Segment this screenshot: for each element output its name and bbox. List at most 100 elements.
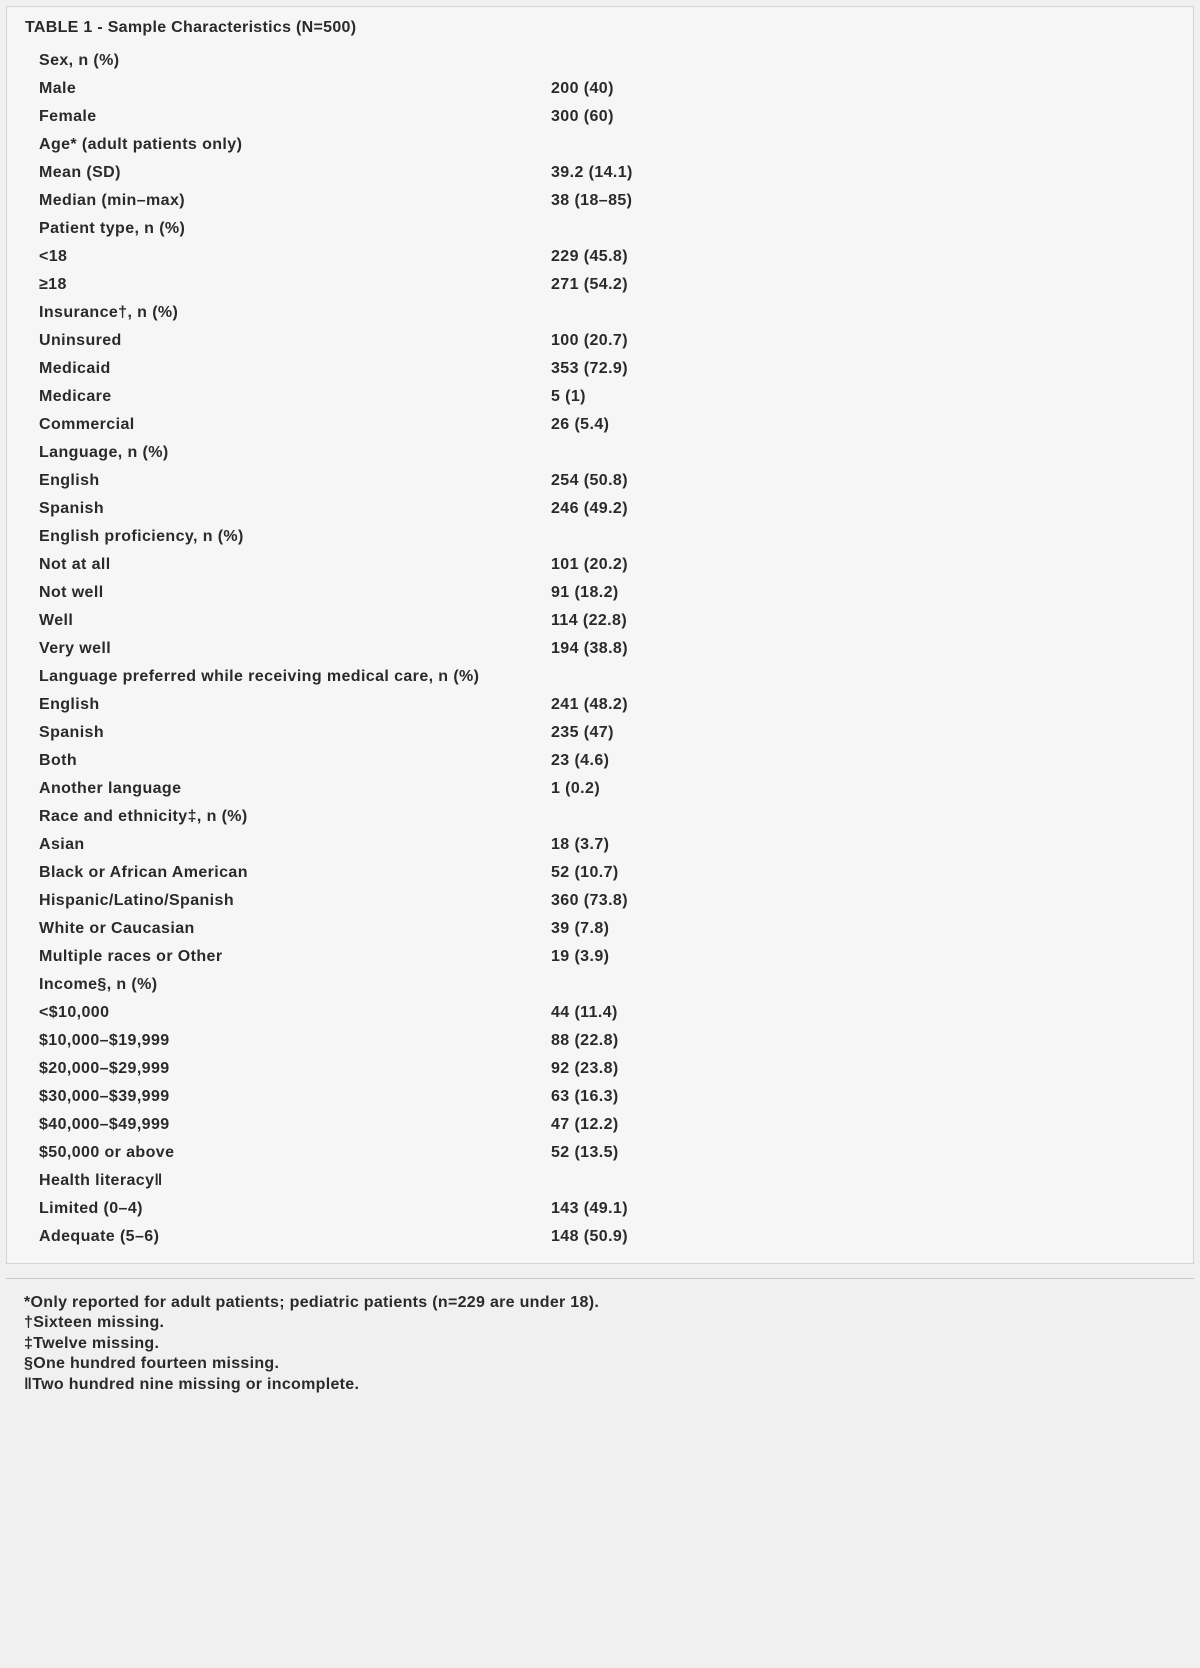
row-value: 26 (5.4) bbox=[551, 416, 1161, 434]
footnote-line: *Only reported for adult patients; pedia… bbox=[24, 1293, 1176, 1313]
row-label: Commercial bbox=[39, 416, 551, 434]
table-row: <18229 (45.8) bbox=[39, 243, 1161, 271]
row-value: 114 (22.8) bbox=[551, 612, 1161, 630]
row-value: 229 (45.8) bbox=[551, 248, 1161, 266]
section-header: Language preferred while receiving medic… bbox=[39, 663, 1161, 691]
row-value: 353 (72.9) bbox=[551, 360, 1161, 378]
row-value: 23 (4.6) bbox=[551, 752, 1161, 770]
row-label: Spanish bbox=[39, 724, 551, 742]
table-row: Hispanic/Latino/Spanish360 (73.8) bbox=[39, 887, 1161, 915]
row-value: 1 (0.2) bbox=[551, 780, 1161, 798]
row-label: Limited (0–4) bbox=[39, 1200, 551, 1218]
row-value: 246 (49.2) bbox=[551, 500, 1161, 518]
section-header: Sex, n (%) bbox=[39, 47, 1161, 75]
section-header: Race and ethnicity‡, n (%) bbox=[39, 803, 1161, 831]
table-row: Spanish235 (47) bbox=[39, 719, 1161, 747]
row-value: 92 (23.8) bbox=[551, 1060, 1161, 1078]
table-row: Medicare5 (1) bbox=[39, 383, 1161, 411]
footnote-line: †Sixteen missing. bbox=[24, 1313, 1176, 1333]
row-value: 52 (10.7) bbox=[551, 864, 1161, 882]
row-label: $30,000–$39,999 bbox=[39, 1088, 551, 1106]
table-row: White or Caucasian39 (7.8) bbox=[39, 915, 1161, 943]
row-value: 47 (12.2) bbox=[551, 1116, 1161, 1134]
table-row: Adequate (5–6)148 (50.9) bbox=[39, 1223, 1161, 1251]
row-label: Asian bbox=[39, 836, 551, 854]
table-row: Very well194 (38.8) bbox=[39, 635, 1161, 663]
row-value: 52 (13.5) bbox=[551, 1144, 1161, 1162]
row-label: Multiple races or Other bbox=[39, 948, 551, 966]
table-row: $40,000–$49,99947 (12.2) bbox=[39, 1111, 1161, 1139]
row-label: $10,000–$19,999 bbox=[39, 1032, 551, 1050]
table-row: Limited (0–4)143 (49.1) bbox=[39, 1195, 1161, 1223]
table-row: $50,000 or above52 (13.5) bbox=[39, 1139, 1161, 1167]
table-row: Both23 (4.6) bbox=[39, 747, 1161, 775]
row-label: Adequate (5–6) bbox=[39, 1228, 551, 1246]
row-label: Medicare bbox=[39, 388, 551, 406]
section-header-label: Patient type, n (%) bbox=[39, 220, 1161, 238]
section-header-label: English proficiency, n (%) bbox=[39, 528, 1161, 546]
row-value: 254 (50.8) bbox=[551, 472, 1161, 490]
row-value: 148 (50.9) bbox=[551, 1228, 1161, 1246]
row-label: English bbox=[39, 696, 551, 714]
row-label: Medicaid bbox=[39, 360, 551, 378]
section-header-label: Race and ethnicity‡, n (%) bbox=[39, 808, 1161, 826]
section-header-label: Health literacy‖ bbox=[39, 1172, 1161, 1190]
table-row: $20,000–$29,99992 (23.8) bbox=[39, 1055, 1161, 1083]
section-header: English proficiency, n (%) bbox=[39, 523, 1161, 551]
section-header: Patient type, n (%) bbox=[39, 215, 1161, 243]
row-label: Uninsured bbox=[39, 332, 551, 350]
row-value: 88 (22.8) bbox=[551, 1032, 1161, 1050]
table-title: TABLE 1 - Sample Characteristics (N=500) bbox=[7, 7, 1193, 47]
table-row: Female300 (60) bbox=[39, 103, 1161, 131]
section-header: Insurance†, n (%) bbox=[39, 299, 1161, 327]
row-value: 39 (7.8) bbox=[551, 920, 1161, 938]
row-label: Hispanic/Latino/Spanish bbox=[39, 892, 551, 910]
table-row: Medicaid353 (72.9) bbox=[39, 355, 1161, 383]
row-label: Well bbox=[39, 612, 551, 630]
row-label: English bbox=[39, 472, 551, 490]
table-row: Commercial26 (5.4) bbox=[39, 411, 1161, 439]
table-body: Sex, n (%) Male200 (40)Female300 (60) Age*… bbox=[7, 47, 1193, 1251]
row-label: $50,000 or above bbox=[39, 1144, 551, 1162]
row-value: 63 (16.3) bbox=[551, 1088, 1161, 1106]
row-label: $40,000–$49,999 bbox=[39, 1116, 551, 1134]
footnote-line: §One hundred fourteen missing. bbox=[24, 1354, 1176, 1374]
row-value: 194 (38.8) bbox=[551, 640, 1161, 658]
section-header-label: Language preferred while receiving medic… bbox=[39, 668, 1161, 686]
table-row: Asian18 (3.7) bbox=[39, 831, 1161, 859]
page: TABLE 1 - Sample Characteristics (N=500)… bbox=[0, 6, 1200, 1668]
table-row: Not at all101 (20.2) bbox=[39, 551, 1161, 579]
row-value: 143 (49.1) bbox=[551, 1200, 1161, 1218]
section-header-label: Language, n (%) bbox=[39, 444, 1161, 462]
table-row: Another language1 (0.2) bbox=[39, 775, 1161, 803]
section-header-label: Sex, n (%) bbox=[39, 52, 1161, 70]
table-row: Black or African American52 (10.7) bbox=[39, 859, 1161, 887]
section-header: Income§, n (%) bbox=[39, 971, 1161, 999]
section-header: Language, n (%) bbox=[39, 439, 1161, 467]
row-label: <$10,000 bbox=[39, 1004, 551, 1022]
row-value: 44 (11.4) bbox=[551, 1004, 1161, 1022]
row-value: 241 (48.2) bbox=[551, 696, 1161, 714]
row-label: Spanish bbox=[39, 500, 551, 518]
row-label: Another language bbox=[39, 780, 551, 798]
section-header-label: Income§, n (%) bbox=[39, 976, 1161, 994]
row-label: Black or African American bbox=[39, 864, 551, 882]
row-label: Both bbox=[39, 752, 551, 770]
table-row: ≥18271 (54.2) bbox=[39, 271, 1161, 299]
row-label: Mean (SD) bbox=[39, 164, 551, 182]
row-label: ≥18 bbox=[39, 276, 551, 294]
row-label: Not at all bbox=[39, 556, 551, 574]
row-label: $20,000–$29,999 bbox=[39, 1060, 551, 1078]
section-header-label: Age* (adult patients only) bbox=[39, 136, 1161, 154]
row-value: 91 (18.2) bbox=[551, 584, 1161, 602]
row-value: 5 (1) bbox=[551, 388, 1161, 406]
table-row: Male200 (40) bbox=[39, 75, 1161, 103]
row-label: Male bbox=[39, 80, 551, 98]
section-header: Health literacy‖ bbox=[39, 1167, 1161, 1195]
table-row: $30,000–$39,99963 (16.3) bbox=[39, 1083, 1161, 1111]
characteristics-table: TABLE 1 - Sample Characteristics (N=500)… bbox=[6, 6, 1194, 1264]
table-row: Mean (SD)39.2 (14.1) bbox=[39, 159, 1161, 187]
table-footnotes: *Only reported for adult patients; pedia… bbox=[6, 1278, 1194, 1403]
row-label: Median (min–max) bbox=[39, 192, 551, 210]
row-label: Female bbox=[39, 108, 551, 126]
